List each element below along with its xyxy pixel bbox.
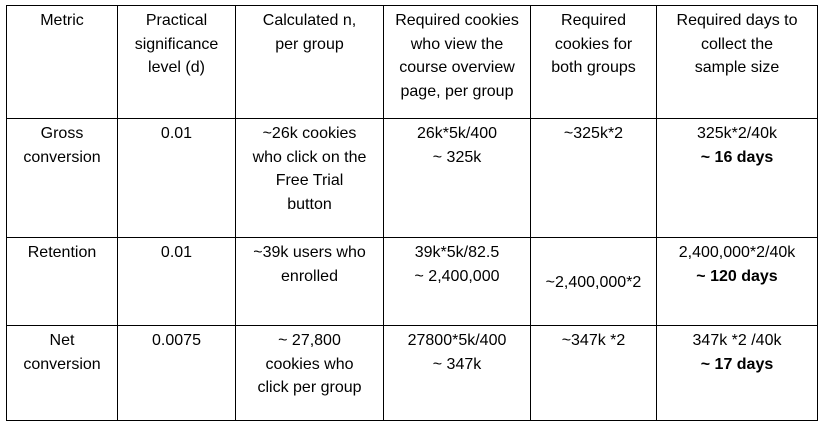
header-required-days: Required days to collect the sample size — [656, 5, 818, 119]
table-row-gross-conversion: Gross conversion 0.01 ~26k cookies who c… — [6, 118, 818, 238]
cell-metric: Retention — [6, 237, 118, 326]
sample-size-table-container: Metric Practical significance level (d) … — [6, 5, 818, 421]
cell-metric: Gross conversion — [6, 118, 118, 238]
cell-significance: 0.01 — [117, 237, 236, 326]
cell-both-groups: ~2,400,000*2 — [530, 237, 657, 326]
table-row-retention: Retention 0.01 ~39k users who enrolled 3… — [6, 237, 818, 326]
days-result: ~ 16 days — [700, 148, 774, 166]
cell-both-groups: ~347k *2 — [530, 325, 657, 421]
cell-significance: 0.0075 — [117, 325, 236, 421]
table-row-net-conversion: Net conversion 0.0075 ~ 27,800 cookies w… — [6, 325, 818, 421]
header-required-cookies-per-group: Required cookies who view the course ove… — [383, 5, 531, 119]
cell-calculated-n: ~ 27,800 cookies who click per group — [235, 325, 384, 421]
cell-calculated-n: ~26k cookies who click on the Free Trial… — [235, 118, 384, 238]
header-practical-significance: Practical significance level (d) — [117, 5, 236, 119]
cell-required-days: 2,400,000*2/40k ~ 120 days — [656, 237, 818, 326]
header-metric: Metric — [6, 5, 118, 119]
cell-both-groups: ~325k*2 — [530, 118, 657, 238]
header-calculated-n: Calculated n, per group — [235, 5, 384, 119]
sample-size-table: Metric Practical significance level (d) … — [6, 5, 818, 421]
cell-required-views: 39k*5k/82.5 ~ 2,400,000 — [383, 237, 531, 326]
days-result: ~ 17 days — [700, 355, 774, 373]
cell-required-views: 26k*5k/400 ~ 325k — [383, 118, 531, 238]
cell-calculated-n: ~39k users who enrolled — [235, 237, 384, 326]
header-required-cookies-both-groups: Required cookies for both groups — [530, 5, 657, 119]
cell-required-days: 325k*2/40k ~ 16 days — [656, 118, 818, 238]
cell-significance: 0.01 — [117, 118, 236, 238]
cell-required-views: 27800*5k/400 ~ 347k — [383, 325, 531, 421]
table-header-row: Metric Practical significance level (d) … — [6, 5, 818, 119]
cell-required-days: 347k *2 /40k ~ 17 days — [656, 325, 818, 421]
days-result: ~ 120 days — [696, 267, 778, 285]
cell-metric: Net conversion — [6, 325, 118, 421]
